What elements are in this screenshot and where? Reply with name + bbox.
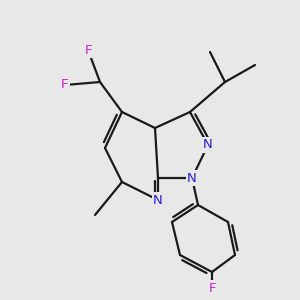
Text: F: F (208, 281, 216, 295)
Text: N: N (203, 139, 213, 152)
Text: N: N (187, 172, 197, 184)
Text: N: N (153, 194, 163, 206)
Text: F: F (61, 79, 69, 92)
Text: F: F (84, 44, 92, 56)
